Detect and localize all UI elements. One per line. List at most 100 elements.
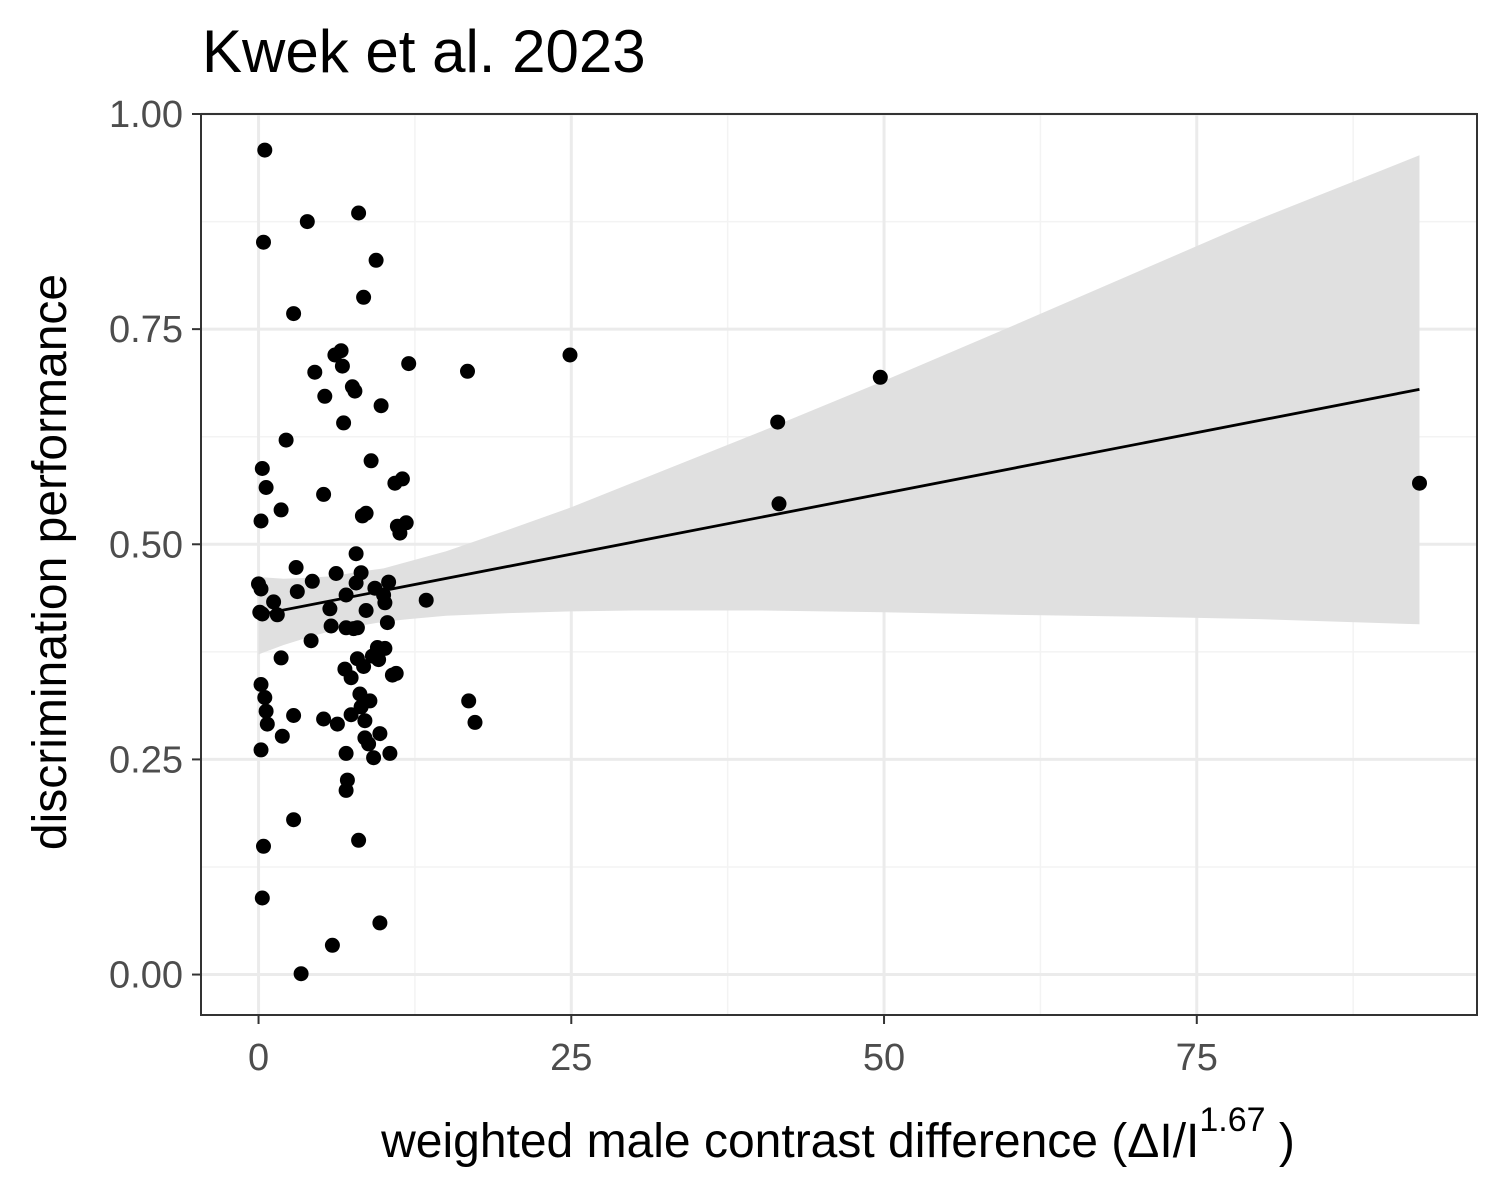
x-axis-title-close: ) <box>1266 1115 1295 1168</box>
data-point <box>258 703 274 719</box>
data-point <box>351 205 367 221</box>
x-tick-label: 50 <box>863 1037 905 1079</box>
data-point <box>771 496 787 512</box>
data-point <box>362 693 378 709</box>
data-point <box>770 414 786 430</box>
data-point <box>363 453 379 469</box>
data-point <box>358 505 374 521</box>
data-point <box>371 652 387 668</box>
data-point <box>254 461 270 476</box>
data-point <box>304 573 320 589</box>
data-point <box>288 560 304 575</box>
x-tick-label: 75 <box>1176 1037 1218 1079</box>
data-point <box>343 670 359 686</box>
y-axis-ticks: 0.00 0.25 0.50 0.75 1.00 <box>109 94 201 997</box>
data-point <box>353 565 369 581</box>
data-point <box>259 716 275 732</box>
y-tick-label: 0.50 <box>109 524 183 566</box>
data-point <box>379 615 395 631</box>
data-point <box>293 966 309 982</box>
data-points <box>251 142 1427 982</box>
data-point <box>253 581 269 597</box>
data-point <box>377 640 393 656</box>
data-point <box>562 347 578 363</box>
data-point <box>381 574 397 590</box>
data-point <box>258 480 274 495</box>
data-point <box>334 358 350 374</box>
data-point <box>366 750 382 766</box>
data-point <box>348 546 364 562</box>
data-point <box>461 693 477 709</box>
data-point <box>316 486 332 502</box>
data-point <box>388 665 404 681</box>
data-point <box>358 603 374 618</box>
data-point <box>372 915 388 931</box>
data-point <box>872 369 888 385</box>
data-point <box>303 633 319 649</box>
data-point <box>349 620 365 636</box>
data-point <box>286 812 302 828</box>
data-point <box>328 566 344 581</box>
data-point <box>357 713 373 729</box>
data-point <box>286 708 302 723</box>
data-point <box>338 587 354 603</box>
y-tick-label: 0.00 <box>109 955 183 997</box>
data-point <box>338 745 354 761</box>
y-axis-title: discrimination performance <box>24 274 77 850</box>
data-point <box>401 356 417 372</box>
data-point <box>351 832 367 848</box>
x-axis-title-main: weighted male contrast difference (ΔI/I <box>380 1115 1199 1168</box>
data-point <box>338 782 354 798</box>
x-tick-label: 25 <box>550 1037 592 1079</box>
x-axis-title-superscript: 1.67 <box>1199 1101 1265 1139</box>
data-point <box>299 214 315 230</box>
y-tick-label: 0.75 <box>109 309 183 351</box>
data-point <box>253 513 269 529</box>
data-point <box>286 306 302 322</box>
data-point <box>273 650 289 666</box>
data-point <box>274 728 290 744</box>
data-point <box>372 726 388 742</box>
data-point <box>317 388 333 404</box>
y-tick-label: 0.25 <box>109 739 183 781</box>
data-point <box>316 711 332 727</box>
data-point <box>257 142 273 158</box>
x-axis-title: weighted male contrast difference (ΔI/I1… <box>380 1101 1295 1168</box>
data-point <box>373 398 389 414</box>
regression-line <box>258 388 1420 617</box>
data-point <box>1412 475 1427 491</box>
data-point <box>336 415 352 431</box>
x-axis-ticks: 0 25 50 75 <box>248 1015 1218 1079</box>
data-point <box>254 606 270 622</box>
chart-title: Kwek et al. 2023 <box>202 18 646 85</box>
confidence-band <box>258 155 1420 655</box>
data-point <box>368 252 384 268</box>
data-point <box>324 937 340 953</box>
y-tick-label: 1.00 <box>109 94 183 136</box>
data-point <box>418 592 434 608</box>
data-point <box>323 618 339 634</box>
data-point <box>382 745 398 761</box>
data-point <box>329 716 345 732</box>
data-point <box>394 471 410 487</box>
data-point <box>347 383 363 399</box>
data-point <box>273 502 289 518</box>
data-point <box>253 677 269 692</box>
data-point <box>467 714 483 730</box>
data-point <box>257 690 273 705</box>
data-point <box>361 736 377 752</box>
data-point <box>307 364 323 380</box>
data-point <box>377 595 393 611</box>
data-point <box>356 289 372 305</box>
data-point <box>269 607 285 623</box>
data-point <box>256 234 271 250</box>
panel-border <box>200 113 1478 1016</box>
data-point <box>253 742 269 758</box>
data-point <box>256 838 271 854</box>
x-tick-label: 0 <box>248 1037 269 1079</box>
data-point <box>356 659 372 674</box>
data-point <box>289 584 305 600</box>
data-point <box>333 343 349 359</box>
data-point <box>322 601 338 617</box>
